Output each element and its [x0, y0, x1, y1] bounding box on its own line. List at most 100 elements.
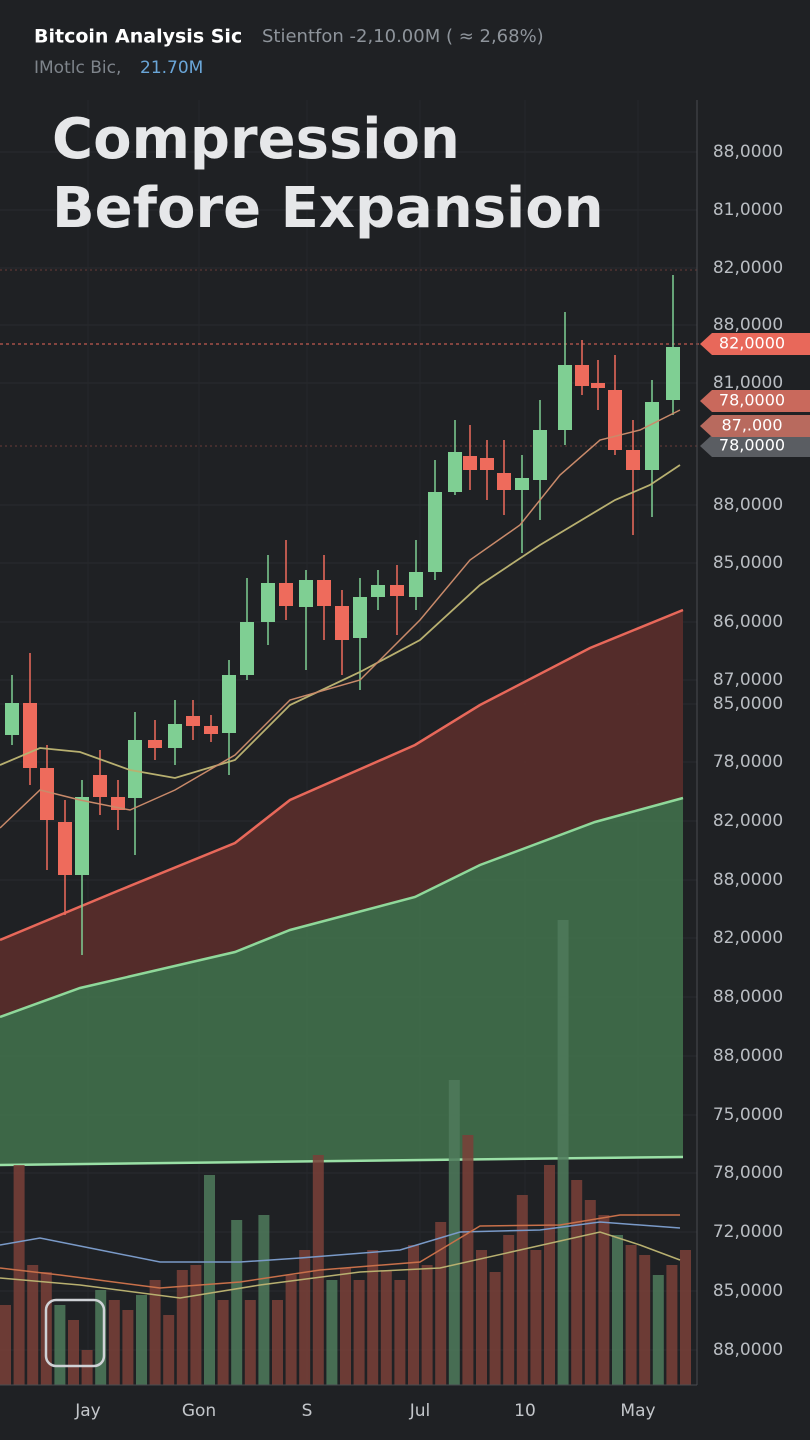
candle-body	[93, 775, 107, 797]
baseline	[0, 1155, 684, 1167]
volume-bar	[190, 1265, 202, 1385]
candle-body	[558, 365, 572, 430]
y-tick-label: 82,0000	[713, 928, 783, 948]
volume-bar	[0, 1305, 11, 1385]
volume-bar	[81, 1350, 93, 1385]
y-tick-label: 88,0000	[713, 1340, 783, 1360]
title-line: Compression	[52, 107, 460, 172]
volume-bar	[584, 1200, 596, 1385]
candle-body	[240, 622, 254, 675]
candle-body	[480, 458, 494, 470]
volume-bar	[204, 1175, 215, 1385]
volume-bar	[217, 1300, 229, 1385]
candle-body	[222, 675, 236, 733]
volume-bar	[666, 1265, 678, 1385]
volume-bar	[489, 1272, 501, 1385]
y-tick-label: 88,0000	[713, 495, 783, 515]
volume-bar	[367, 1250, 379, 1385]
candle-body	[148, 740, 162, 748]
candle-body	[515, 478, 529, 490]
vol-line-orange	[0, 1214, 680, 1289]
volume-bar	[299, 1250, 311, 1385]
price-tag-label: 87,.000	[721, 416, 782, 435]
volume-bar	[476, 1250, 487, 1385]
volume-bar	[340, 1268, 351, 1385]
candle-body	[608, 390, 622, 450]
y-tick-label: 72,0000	[713, 1222, 783, 1242]
volume-bar	[27, 1265, 39, 1385]
candle-body	[666, 347, 680, 400]
y-tick-label: 75,0000	[713, 1105, 783, 1125]
volume-bar	[557, 920, 569, 1385]
y-tick-label: 88,0000	[713, 987, 783, 1007]
volume-bar	[530, 1250, 542, 1385]
volume-bar	[149, 1280, 161, 1385]
volume-bar	[163, 1315, 175, 1385]
logo-icon	[44, 1298, 106, 1368]
candle-body	[626, 450, 640, 470]
volume-bar	[435, 1222, 447, 1385]
volume-bar	[680, 1250, 691, 1385]
x-tick-label: Jul	[409, 1401, 431, 1421]
x-tick-label: Gon	[182, 1401, 216, 1421]
candle-body	[128, 740, 142, 798]
volume-bar	[544, 1165, 555, 1385]
volume-bar	[54, 1305, 66, 1385]
volume-bar	[122, 1310, 134, 1385]
y-tick-label: 81,0000	[713, 200, 783, 220]
volume-bar	[68, 1320, 79, 1385]
vol-line-blue	[0, 1221, 681, 1263]
candle-body	[317, 580, 331, 606]
volume-bar	[13, 1165, 25, 1385]
candle-body	[448, 452, 462, 492]
volume-bar	[421, 1265, 433, 1385]
candle-body	[409, 572, 423, 597]
volume-bar	[285, 1275, 297, 1385]
y-tick-label: 82,0000	[713, 258, 783, 278]
price-tag	[700, 415, 810, 437]
candle-body	[279, 583, 293, 606]
volume-bar	[176, 1270, 188, 1385]
volume-bar	[516, 1195, 528, 1385]
price-tag	[700, 333, 810, 355]
volume-bar	[462, 1135, 474, 1385]
price-tag	[700, 390, 810, 412]
y-tick-label: 87,0000	[713, 670, 783, 690]
volume-bar	[136, 1295, 147, 1385]
x-tick-label: May	[620, 1401, 655, 1421]
sub-value: 21.70M	[140, 58, 203, 78]
ma-fast	[0, 409, 681, 829]
candle-body	[168, 724, 182, 748]
candle-body	[428, 492, 442, 572]
x-axis: Jay Gon S Jul 10 May	[74, 1401, 655, 1421]
candle-body	[533, 430, 547, 480]
red-area	[0, 610, 683, 1017]
price-tag-label: 78,0000	[719, 391, 785, 410]
candle-body	[58, 822, 72, 875]
volume-bar	[503, 1235, 515, 1385]
volume-bar	[272, 1300, 283, 1385]
stats: Stientfon -2,10.00M ( ≈ 2,68%)	[262, 26, 544, 47]
y-tick-label: 86,0000	[713, 612, 783, 632]
green-area	[0, 798, 683, 1165]
volume-bar	[244, 1300, 256, 1385]
volume-bar	[448, 1080, 460, 1385]
y-tick-label: 88,0000	[713, 870, 783, 890]
volume-bar	[380, 1270, 392, 1385]
volume-bar	[258, 1215, 270, 1385]
candle-body	[497, 473, 511, 490]
volume-bar	[231, 1220, 243, 1385]
volume-bar	[598, 1215, 610, 1385]
candle-body	[371, 585, 385, 597]
candle-body	[591, 383, 605, 388]
candle-body	[261, 583, 275, 622]
y-tick-label: 88,0000	[713, 315, 783, 335]
ma-slow	[0, 464, 681, 779]
candle-body	[186, 716, 200, 726]
price-tag-label: 78,0000	[719, 436, 785, 455]
candle-body	[204, 726, 218, 734]
vol-line-yellow	[0, 1231, 681, 1299]
volume-bar	[95, 1290, 107, 1385]
